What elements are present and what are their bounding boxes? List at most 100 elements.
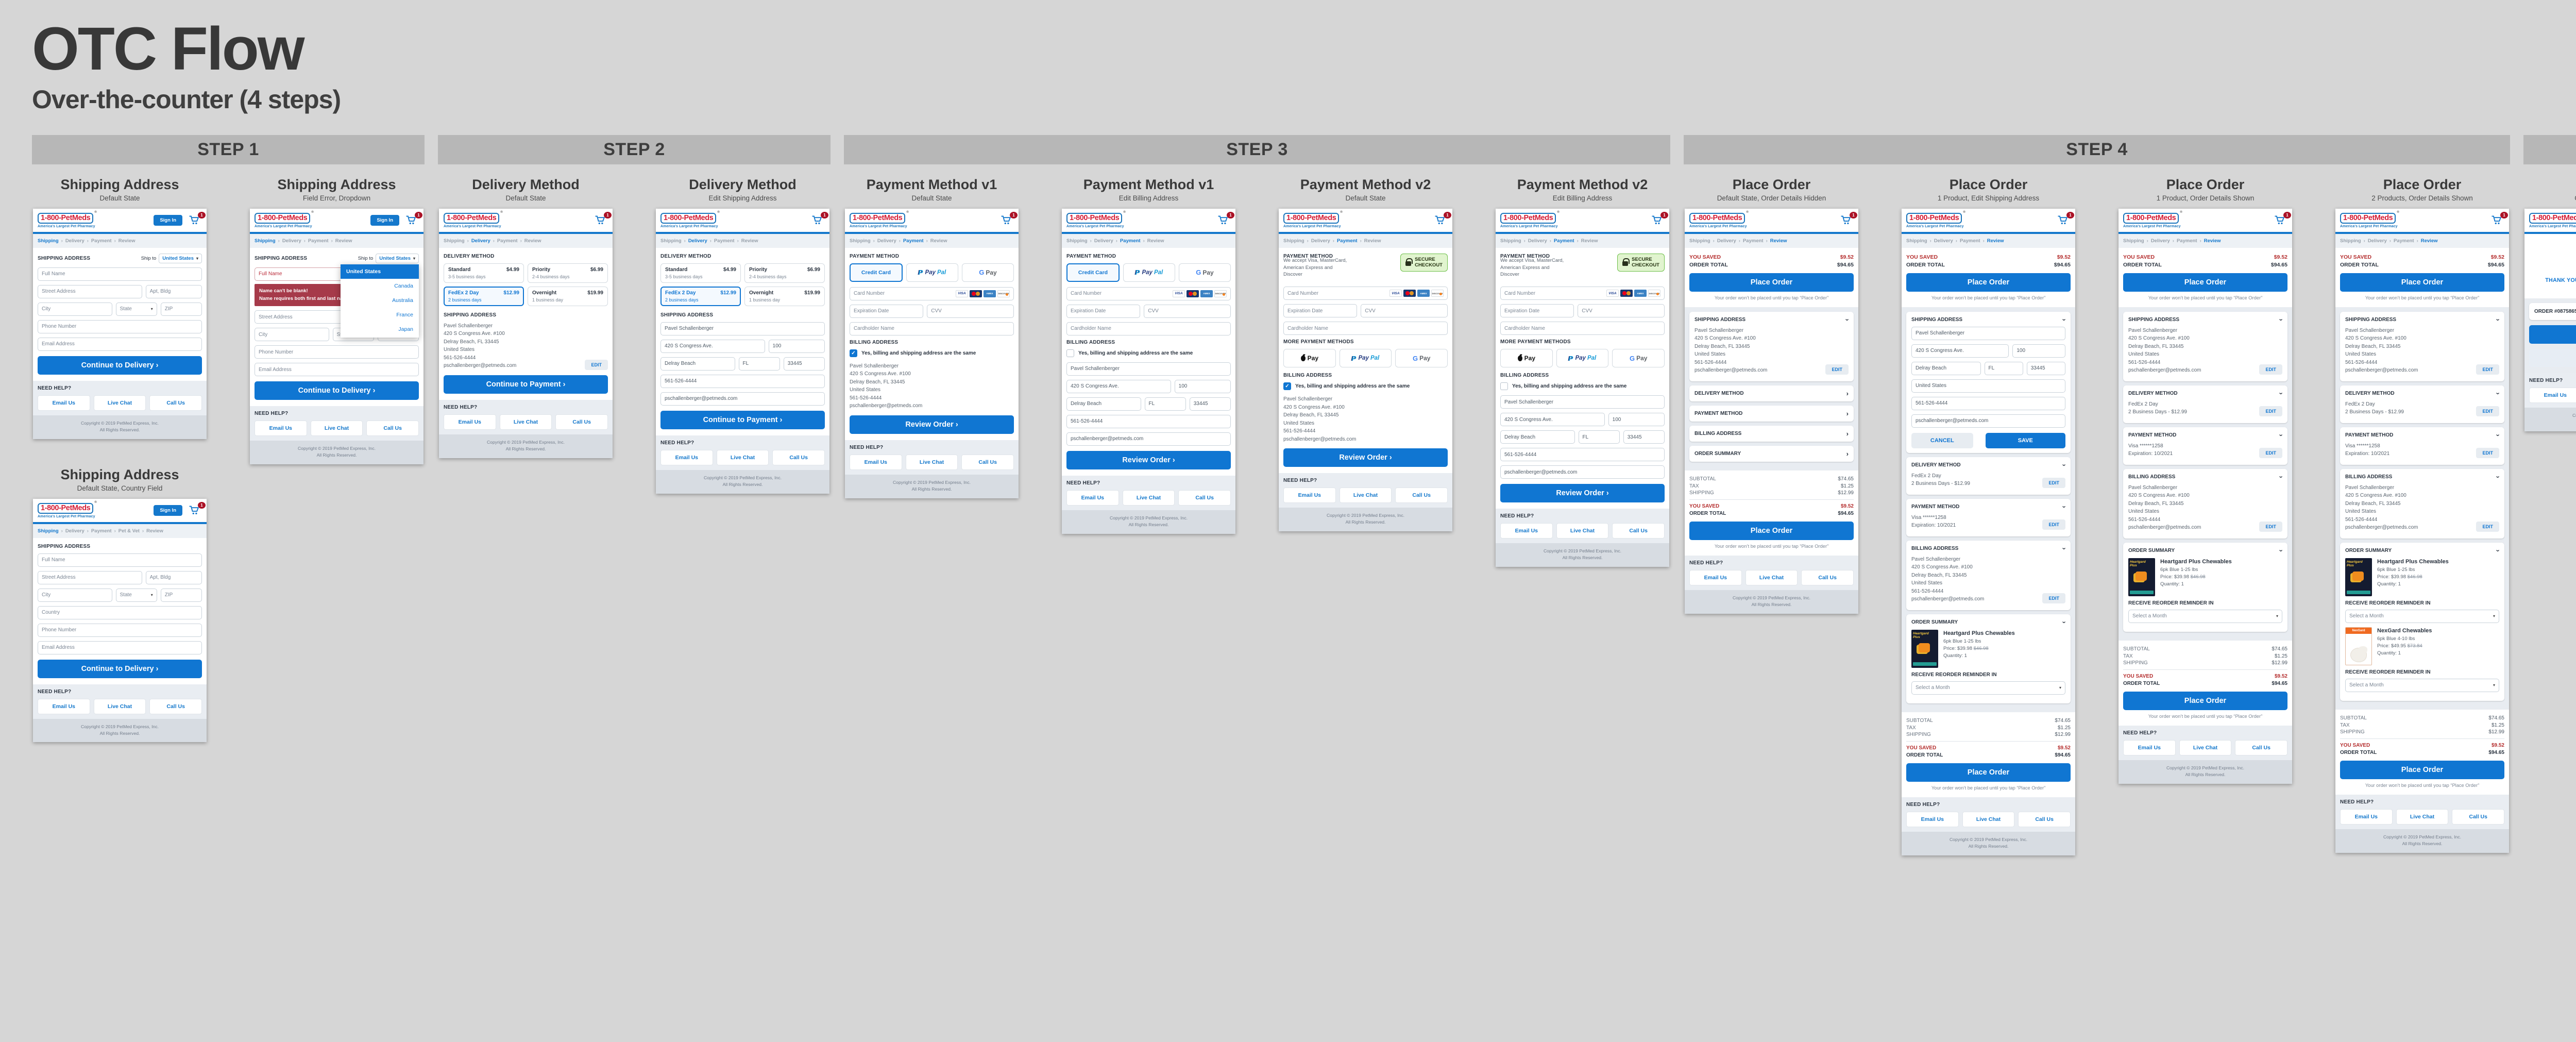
apple-pay-button[interactable]: Pay (1283, 349, 1336, 368)
breadcrumb-item-delivery[interactable]: Delivery (1311, 238, 1330, 244)
continue-to-delivery-button[interactable]: Continue to Delivery › (255, 381, 419, 400)
apple-pay-button[interactable]: Pay (1500, 349, 1553, 368)
edit-button[interactable]: EDIT (1825, 364, 1849, 375)
breadcrumb-item-shipping[interactable]: Shipping (38, 238, 59, 244)
place-order-button[interactable]: Place Order (2340, 760, 2504, 779)
100-input[interactable]: 100 (768, 339, 825, 353)
panel-header[interactable]: BILLING ADDRESS › (1911, 545, 2068, 552)
breadcrumb-item-payment[interactable]: Payment (2393, 238, 2414, 244)
place-order-button[interactable]: Place Order (1906, 763, 2071, 782)
expiration-date-input[interactable]: Expiration Date (1500, 304, 1574, 318)
breadcrumb-item-payment[interactable]: Payment (1742, 238, 1764, 244)
cart-button[interactable]: 1 (1001, 211, 1018, 226)
email-us-button[interactable]: Email Us (1500, 523, 1553, 539)
breadcrumb-item-delivery[interactable]: Delivery (2367, 238, 2387, 244)
email-us-button[interactable]: Email Us (1906, 811, 1959, 827)
delray-beach-input[interactable]: Delray Beach (1500, 430, 1575, 444)
breadcrumb-item-shipping[interactable]: Shipping (1689, 238, 1710, 244)
review-order-button[interactable]: Review Order › (1066, 450, 1231, 469)
review-order-button[interactable]: Review Order › (1283, 448, 1448, 467)
call-us-button[interactable]: Call Us (2235, 740, 2288, 755)
cart-button[interactable]: 1 (2274, 211, 2291, 226)
card-number-input[interactable]: Card Number VISA AMEX DISCOVER (1066, 287, 1231, 300)
breadcrumb-item-payment[interactable]: Payment (1120, 238, 1141, 244)
edit-button[interactable]: EDIT (2042, 477, 2065, 488)
420-s-congress-ave-input[interactable]: 420 S Congress Ave. (1911, 344, 2009, 358)
email-us-button[interactable]: Email Us (1689, 569, 1742, 585)
country-option-japan[interactable]: Japan (398, 326, 413, 332)
cardholder-name-input[interactable]: Cardholder Name (1283, 322, 1448, 335)
100-input[interactable]: 100 (2012, 344, 2065, 358)
33445-input[interactable]: 33445 (1189, 397, 1231, 411)
edit-button[interactable]: EDIT (2259, 521, 2282, 532)
33445-input[interactable]: 33445 (783, 357, 825, 371)
save-button[interactable]: SAVE (1985, 432, 2065, 448)
checkbox-unchecked[interactable] (1500, 382, 1508, 391)
breadcrumb-item-delivery[interactable]: Delivery (877, 238, 896, 244)
pschallenberger-petmeds-com-input[interactable]: pschallenberger@petmeds.com (1911, 414, 2065, 428)
email-us-button[interactable]: Email Us (2340, 809, 2393, 825)
collapsed-order-summary[interactable]: ORDER SUMMARY › (1689, 445, 1854, 462)
breadcrumb-item-delivery[interactable]: Delivery (1528, 238, 1547, 244)
breadcrumb-item-delivery[interactable]: Delivery (2150, 238, 2170, 244)
breadcrumb-item-shipping[interactable]: Shipping (38, 528, 59, 534)
panel-header[interactable]: SHIPPING ADDRESS › (2345, 316, 2502, 323)
cvv-input[interactable]: CVV (1578, 304, 1665, 318)
country-input[interactable]: Country (38, 606, 202, 619)
cart-button[interactable]: 1 (405, 211, 422, 226)
cart-button[interactable]: 1 (1434, 211, 1451, 226)
month-select[interactable]: Select a Month ▾ (2345, 678, 2499, 692)
continue-to-delivery-button[interactable]: Continue to Delivery › (38, 659, 202, 678)
paypal-tab[interactable]: P Pay Pal (1123, 263, 1175, 282)
pschallenberger-petmeds-com-input[interactable]: pschallenberger@petmeds.com (660, 392, 825, 406)
review-order-button[interactable]: Review Order › (850, 415, 1014, 434)
email-us-button[interactable]: Email Us (2123, 740, 2176, 755)
live-chat-button[interactable]: Live Chat (310, 421, 363, 436)
continue-shopping-button[interactable]: Continue Shopping › (2529, 348, 2576, 367)
breadcrumb-item-delivery[interactable]: Delivery (1094, 238, 1113, 244)
panel-header[interactable]: DELIVERY METHOD › (2345, 390, 2502, 397)
email-us-button[interactable]: Email Us (38, 395, 90, 411)
panel-header[interactable]: SHIPPING ADDRESS › (1911, 316, 2068, 323)
100-input[interactable]: 100 (1608, 413, 1665, 427)
email-us-button[interactable]: Email Us (660, 449, 713, 465)
apt-bldg-input[interactable]: Apt, Bldg (145, 570, 202, 584)
breadcrumb-item-payment[interactable]: Payment (1553, 238, 1574, 244)
panel-header[interactable]: ORDER SUMMARY › (2128, 547, 2285, 554)
fl-input[interactable]: FL (1984, 361, 2023, 375)
live-chat-button[interactable]: Live Chat (1745, 569, 1798, 585)
delray-beach-input[interactable]: Delray Beach (660, 357, 735, 371)
phone-number-input[interactable]: Phone Number (38, 320, 202, 333)
collapsed-payment-method[interactable]: PAYMENT METHOD › (1689, 405, 1854, 422)
continue-to-payment-button[interactable]: Continue to Payment › (444, 375, 608, 394)
zip-input[interactable]: ZIP (160, 588, 202, 602)
credit-card-tab[interactable]: Credit Card (850, 263, 903, 282)
live-chat-button[interactable]: Live Chat (1556, 523, 1609, 539)
edit-button[interactable]: EDIT (2476, 521, 2499, 532)
city-input[interactable]: City (38, 588, 112, 602)
breadcrumb-item-review[interactable]: Review (2420, 238, 2438, 244)
breadcrumb-item-payment[interactable]: Payment (308, 238, 329, 244)
420-s-congress-ave-input[interactable]: 420 S Congress Ave. (1500, 413, 1605, 427)
call-us-button[interactable]: Call Us (149, 698, 202, 714)
panel-header[interactable]: DELIVERY METHOD › (2128, 390, 2285, 397)
united-states-input[interactable]: United States (1911, 379, 2065, 393)
561-526-4444-input[interactable]: 561-526-4444 (660, 374, 825, 388)
cardholder-name-input[interactable]: Cardholder Name (850, 322, 1014, 335)
email-us-button[interactable]: Email Us (850, 454, 902, 470)
call-us-button[interactable]: Call Us (1801, 569, 1854, 585)
live-chat-button[interactable]: Live Chat (499, 414, 552, 430)
breadcrumb-item-payment[interactable]: Payment (1336, 238, 1358, 244)
delivery-option-priority[interactable]: Priority $6.99 2-4 business days (528, 263, 608, 283)
cart-button[interactable]: 1 (1217, 211, 1234, 226)
breadcrumb-item-review[interactable]: Review (1364, 238, 1381, 244)
breadcrumb-item-payment[interactable]: Payment (497, 238, 518, 244)
month-select[interactable]: Select a Month ▾ (2345, 609, 2499, 623)
breadcrumb-item-review[interactable]: Review (1770, 238, 1787, 244)
email-address-input[interactable]: Email Address (38, 337, 202, 351)
email-address-input[interactable]: Email Address (255, 363, 419, 377)
pavel-schallenberger-input[interactable]: Pavel Schallenberger (1500, 395, 1665, 409)
33445-input[interactable]: 33445 (2026, 361, 2065, 375)
breadcrumb-item-review[interactable]: Review (741, 238, 758, 244)
cvv-input[interactable]: CVV (1144, 304, 1231, 318)
